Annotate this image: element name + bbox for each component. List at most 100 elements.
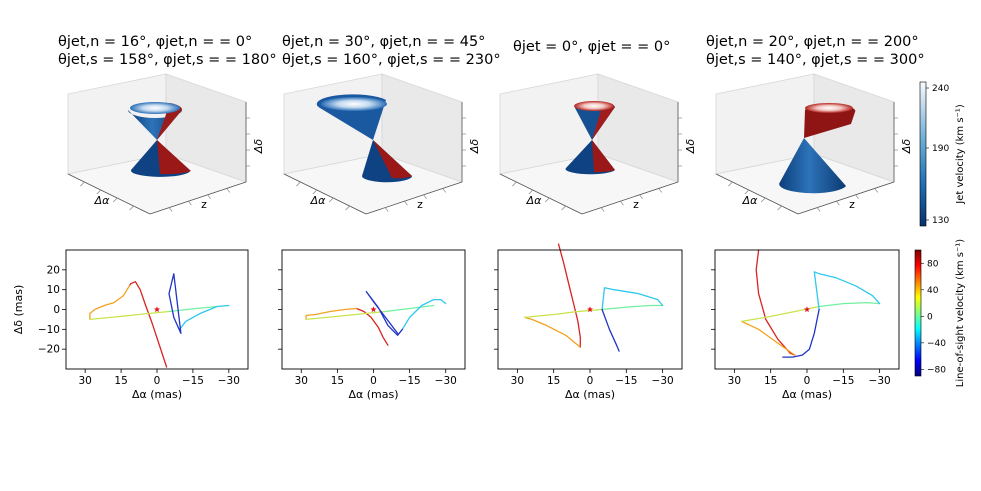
colorbar-tick-label: −80 xyxy=(927,366,946,376)
colorbar-strip xyxy=(914,249,922,377)
x-tick-label: 0 xyxy=(587,375,594,387)
x-tick xyxy=(544,197,550,203)
series-line-6 xyxy=(365,290,404,336)
axis-label-y: z xyxy=(849,198,855,211)
x-tick-label: −30 xyxy=(435,375,457,387)
axis-label-x: Δα xyxy=(742,194,759,207)
series-line-1 xyxy=(355,307,389,346)
x-tick xyxy=(760,197,766,203)
upper-cone-cap xyxy=(805,103,853,113)
x-axis-label: Δα (mas) xyxy=(565,388,615,401)
colorbar-tick-label: 0 xyxy=(927,313,933,323)
x-tick-label: −15 xyxy=(399,375,421,387)
y-tick-label: 10 xyxy=(47,284,60,296)
lower-cone-red-face xyxy=(592,140,615,173)
series-line-4 xyxy=(818,301,881,308)
x-tick-label: 15 xyxy=(114,375,127,387)
x-tick-label: 30 xyxy=(78,375,91,387)
y-tick xyxy=(226,188,231,193)
x-tick xyxy=(512,181,517,187)
line-plot-3: 30 15 0 −15 −30 Δα (mas) xyxy=(494,243,683,401)
upper-cone-red-face xyxy=(157,103,183,140)
axis-label-x: Δα xyxy=(526,194,543,207)
axis-label-x: Δα xyxy=(94,194,111,207)
colorbar-label: Jet velocity (km s⁻¹) xyxy=(955,104,966,205)
upper-cone xyxy=(804,104,856,138)
x-tick xyxy=(80,181,85,187)
lower-cone-red-face xyxy=(373,140,412,179)
series-line-1 xyxy=(755,249,796,356)
y-tick-label: 20 xyxy=(47,264,60,276)
x-tick-label: 15 xyxy=(331,375,344,387)
cones-panel-2 xyxy=(316,94,412,183)
x-tick xyxy=(96,189,102,195)
x-tick xyxy=(561,205,566,211)
panel-title-1-line-1: θjet,n = 16°, φjet,n = = 0° xyxy=(58,34,253,50)
y-tick xyxy=(207,194,211,199)
cones-panel-3 xyxy=(565,101,615,175)
x-tick-label: 0 xyxy=(804,375,811,387)
line-plot-1: 30 15 0 −15 −30 Δα (mas) 20 10 0 −10 −20 Δδ (mas) xyxy=(12,249,249,401)
x-tick-label: −30 xyxy=(869,375,891,387)
x-tick xyxy=(129,205,134,211)
x-tick-label: 0 xyxy=(370,375,377,387)
y-tick xyxy=(639,194,643,199)
x-tick-label: 30 xyxy=(295,375,308,387)
x-tick xyxy=(312,189,318,195)
origin-star-marker xyxy=(803,306,811,313)
colorbar-tick-label: 240 xyxy=(932,84,949,94)
panel-title-3-line-1: θjet = 0°, φjet = = 0° xyxy=(513,39,671,55)
x-tick-label: −15 xyxy=(182,375,204,387)
series-line-2 xyxy=(740,320,796,356)
panel-title-2-line-1: θjet,n = 30°, φjet,n = = 45° xyxy=(282,34,486,50)
x-tick-label: 15 xyxy=(547,375,560,387)
panel-title-1-line-2: θjet,s = 158°, φjet,s = = 180° xyxy=(58,52,277,68)
axis-label-y: z xyxy=(633,198,639,211)
y-tick xyxy=(620,201,624,206)
panel-title-2-line-2: θjet,s = 160°, φjet,s = = 230° xyxy=(282,52,501,68)
y-tick xyxy=(836,201,840,206)
series-line-6 xyxy=(782,308,820,358)
axis-line-x xyxy=(715,173,799,215)
y-axis-label: Δδ (mas) xyxy=(12,285,25,335)
3d-panels: Δα z Δδ Δα z Δδ Δα z Δδ Δα z Δδ xyxy=(66,73,913,215)
y-tick xyxy=(600,207,605,212)
panel-3d-1: Δα z Δδ xyxy=(66,73,265,215)
series-line-1 xyxy=(557,243,581,348)
x-tick xyxy=(296,181,301,187)
y-tick xyxy=(188,201,192,206)
cones-panel-4 xyxy=(779,103,856,194)
line-plot-4: 30 15 0 −15 −30 Δα (mas) xyxy=(711,249,900,401)
x-tick-label: 0 xyxy=(154,375,161,387)
series-line-6 xyxy=(168,273,182,334)
x-tick xyxy=(345,205,350,211)
y-tick xyxy=(404,201,408,206)
panel-title-4-line-1: θjet,n = 20°, φjet,n = = 200° xyxy=(706,34,919,50)
axis-line-y xyxy=(797,181,895,215)
axis-label-z: Δδ xyxy=(252,139,265,155)
y-tick-label: −10 xyxy=(38,324,60,336)
series-line-2 xyxy=(305,307,358,321)
colorbar-tick-label: 80 xyxy=(927,259,939,269)
axis-label-x: Δα xyxy=(310,194,327,207)
line-plot-2: 30 15 0 −15 −30 Δα (mas) xyxy=(278,249,466,401)
series-line-5 xyxy=(179,304,230,330)
x-tick xyxy=(328,197,334,203)
y-tick-label: 0 xyxy=(53,304,60,316)
y-tick xyxy=(423,194,427,199)
axis-label-y: z xyxy=(201,198,207,211)
series-line-4 xyxy=(384,304,435,313)
colorbar-strip xyxy=(919,81,927,227)
origin-star-marker xyxy=(153,306,161,313)
upper-cone-cap xyxy=(574,101,614,111)
y-tick xyxy=(816,207,821,212)
axis-label-y: z xyxy=(417,198,423,211)
y-tick-label: −20 xyxy=(38,344,60,356)
x-tick-label: −30 xyxy=(218,375,240,387)
cones-panel-1 xyxy=(128,102,191,177)
series-line-5 xyxy=(401,298,447,330)
series-line-4 xyxy=(168,305,218,313)
x-tick xyxy=(728,181,733,187)
colorbar-tick-label: 190 xyxy=(932,144,949,154)
